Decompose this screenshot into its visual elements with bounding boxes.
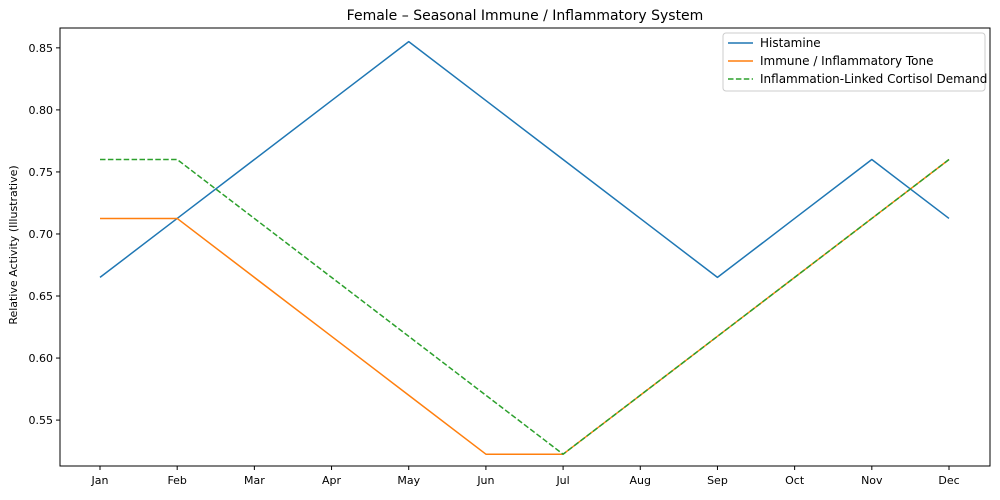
legend-label-3: Inflammation-Linked Cortisol Demand (760, 72, 987, 86)
legend-box (722, 32, 986, 92)
legend: Histamine Immune / Inflammatory Tone Infla… (722, 32, 987, 92)
x-tick-label: Oct (785, 474, 805, 487)
legend-label-1: Histamine (760, 36, 821, 50)
y-tick-label: 0.60 (29, 352, 54, 365)
axes: Jan Feb Mar Apr May Jun Jul Aug Sep Oct Nov Dec 0.55… (29, 27, 991, 487)
x-tick-label: Feb (167, 474, 186, 487)
x-tick-label: Jan (91, 474, 109, 487)
y-tick-label: 0.75 (29, 166, 54, 179)
x-tick-label: Nov (861, 474, 883, 487)
series-line-3 (100, 158, 950, 455)
x-tick-label: Mar (244, 474, 265, 487)
y-axis-label: Relative Activity (Illustrative) (7, 165, 20, 324)
y-tick-label: 0.55 (29, 414, 54, 427)
plot-area (99, 40, 950, 455)
series-line-1 (99, 40, 950, 279)
x-tick-label: Sep (707, 474, 728, 487)
x-tick-label: Jun (476, 474, 494, 487)
y-tick-label: 0.70 (29, 228, 54, 241)
chart-title: Female – Seasonal Immune / Inflammatory … (347, 8, 704, 24)
y-tick-label: 0.65 (29, 290, 54, 303)
x-tick-label: Dec (938, 474, 959, 487)
x-tick-label: Aug (630, 474, 651, 487)
x-tick-label: Apr (322, 474, 342, 487)
series-line-2 (100, 158, 950, 455)
legend-label-2: Immune / Inflammatory Tone (760, 54, 934, 68)
y-tick-label: 0.80 (29, 104, 54, 117)
axes-frame (59, 27, 991, 467)
x-tick-label: May (397, 474, 420, 487)
x-tick-label: Jul (555, 474, 569, 487)
y-tick-label: 0.85 (29, 42, 54, 55)
